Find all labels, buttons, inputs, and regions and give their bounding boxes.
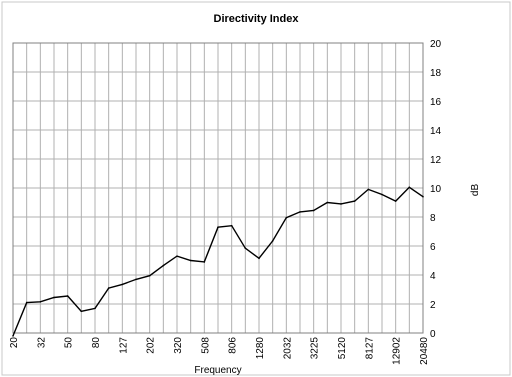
y-tick-label: 18 xyxy=(430,68,442,79)
data-point xyxy=(135,278,137,281)
x-tick-label: 80 xyxy=(91,337,102,349)
data-point xyxy=(80,310,83,313)
data-point xyxy=(408,186,411,189)
data-point xyxy=(25,301,28,304)
data-point xyxy=(394,200,397,202)
x-tick-label: 20480 xyxy=(419,337,430,365)
x-tick-label: 20 xyxy=(9,337,20,349)
chart-title: Directivity Index xyxy=(214,13,300,25)
y-tick-label: 10 xyxy=(430,184,442,195)
data-point xyxy=(230,224,233,227)
data-point xyxy=(148,274,151,277)
y-tick-label: 0 xyxy=(430,329,436,340)
data-point xyxy=(39,301,42,303)
data-point xyxy=(381,193,383,196)
x-tick-label: 320 xyxy=(173,337,184,354)
y-tick-label: 20 xyxy=(430,39,442,50)
y-axis-label: dB xyxy=(470,184,481,197)
x-tick-label: 806 xyxy=(228,337,239,354)
data-point xyxy=(176,255,178,257)
x-tick-label: 127 xyxy=(118,337,129,354)
x-tick-label: 1280 xyxy=(255,337,266,360)
x-tick-label: 50 xyxy=(64,337,75,349)
data-point xyxy=(66,295,69,297)
data-point xyxy=(258,257,260,260)
data-point xyxy=(244,247,247,249)
data-point xyxy=(299,211,301,213)
x-tick-label: 12902 xyxy=(392,337,403,365)
x-tick-label: 8127 xyxy=(364,337,375,360)
data-point xyxy=(121,283,124,286)
x-tick-label: 5120 xyxy=(337,337,348,360)
data-point xyxy=(312,209,315,212)
x-tick-label: 202 xyxy=(146,337,157,354)
data-point xyxy=(271,240,274,242)
x-tick-label: 2032 xyxy=(282,337,293,360)
data-point xyxy=(353,200,356,202)
plot-frame xyxy=(12,42,424,334)
data-point xyxy=(12,335,14,337)
y-tick-label: 12 xyxy=(430,155,442,166)
data-point xyxy=(285,216,288,219)
y-tick-label: 6 xyxy=(430,242,436,253)
data-point xyxy=(422,195,424,198)
y-tick-label: 14 xyxy=(430,126,442,137)
data-point xyxy=(94,307,96,310)
data-point xyxy=(107,287,110,289)
data-point xyxy=(162,264,165,267)
data-point xyxy=(326,201,329,204)
y-tick-label: 16 xyxy=(430,97,442,108)
y-tick-label: 2 xyxy=(430,300,436,311)
y-tick-label: 4 xyxy=(430,271,436,282)
x-axis-label: Frequency xyxy=(194,365,241,376)
series-layer xyxy=(12,186,424,337)
grid xyxy=(12,42,424,334)
x-tick-label: 3225 xyxy=(310,337,321,360)
x-tick-label: 508 xyxy=(200,337,211,354)
x-tick-label: 32 xyxy=(36,337,47,349)
data-point xyxy=(367,188,370,191)
data-point xyxy=(217,226,219,228)
data-point xyxy=(53,296,55,299)
data-point xyxy=(189,259,192,262)
data-point xyxy=(203,261,206,263)
data-point xyxy=(340,203,342,205)
y-tick-label: 8 xyxy=(430,213,436,224)
y-axis-ticks: 0 2 4 6 8 10 12 14 16 18 20 xyxy=(430,39,442,340)
x-axis-ticks: 20 32 50 80 127 202 320 508 806 1280 2032 3225 5120 8… xyxy=(9,337,430,365)
